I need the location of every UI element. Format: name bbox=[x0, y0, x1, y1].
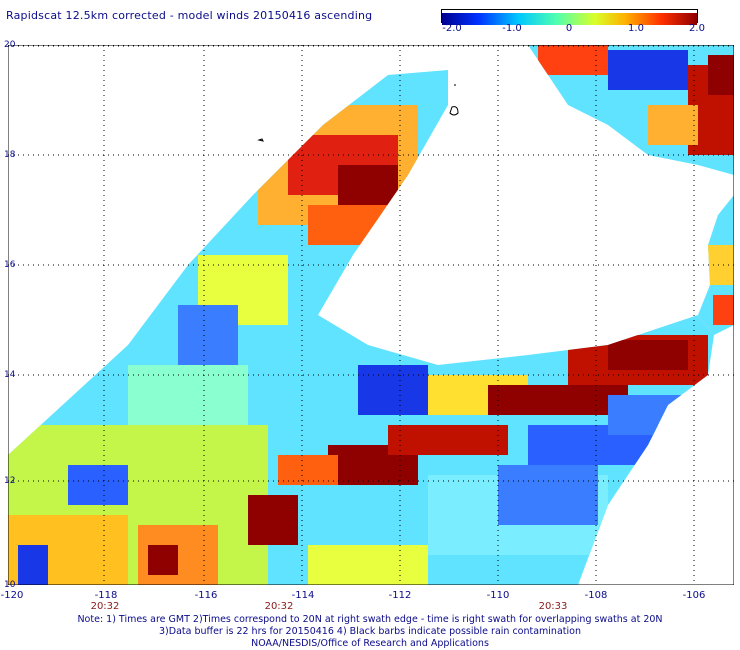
lat-label: 18 bbox=[4, 150, 16, 160]
wind-difference-map bbox=[8, 45, 734, 585]
colorbar-label-min: -2.0 bbox=[442, 23, 462, 34]
colorbar-gradient bbox=[442, 13, 697, 25]
lon-label: -112 bbox=[388, 590, 412, 601]
time-label: 20:32 bbox=[90, 601, 120, 612]
time-label: 20:32 bbox=[264, 601, 294, 612]
island-outline bbox=[257, 138, 264, 142]
lat-label: 16 bbox=[4, 260, 16, 270]
lon-label: -108 bbox=[584, 590, 608, 601]
note-line: 3)Data buffer is 22 hrs for 20150416 4) … bbox=[159, 626, 581, 637]
map-title: Rapidscat 12.5km corrected - model winds… bbox=[6, 9, 373, 22]
colorbar-label: 0 bbox=[565, 23, 573, 34]
lat-label: 10 bbox=[4, 580, 16, 590]
colorbar-label-max: 2.0 bbox=[689, 23, 705, 34]
lon-label: -110 bbox=[486, 590, 510, 601]
lon-label: -114 bbox=[291, 590, 315, 601]
time-label: 20:33 bbox=[538, 601, 568, 612]
lon-label: -120 bbox=[0, 590, 24, 601]
lon-label: -118 bbox=[94, 590, 118, 601]
lat-label: 12 bbox=[4, 476, 16, 486]
colorbar bbox=[441, 9, 698, 25]
colorbar-label: -1.0 bbox=[502, 23, 522, 34]
island-outline bbox=[449, 106, 459, 116]
right-swath-top bbox=[528, 45, 734, 175]
lon-label: -116 bbox=[194, 590, 218, 601]
note-line: Note: 1) Times are GMT 2)Times correspon… bbox=[77, 614, 663, 625]
colorbar-label: 1.0 bbox=[628, 23, 644, 34]
credit-line: NOAA/NESDIS/Office of Research and Appli… bbox=[251, 638, 489, 649]
lon-label: -106 bbox=[682, 590, 706, 601]
lat-lon-grid bbox=[8, 45, 734, 585]
lat-label: 20 bbox=[4, 40, 16, 50]
lat-label: 14 bbox=[4, 370, 16, 380]
